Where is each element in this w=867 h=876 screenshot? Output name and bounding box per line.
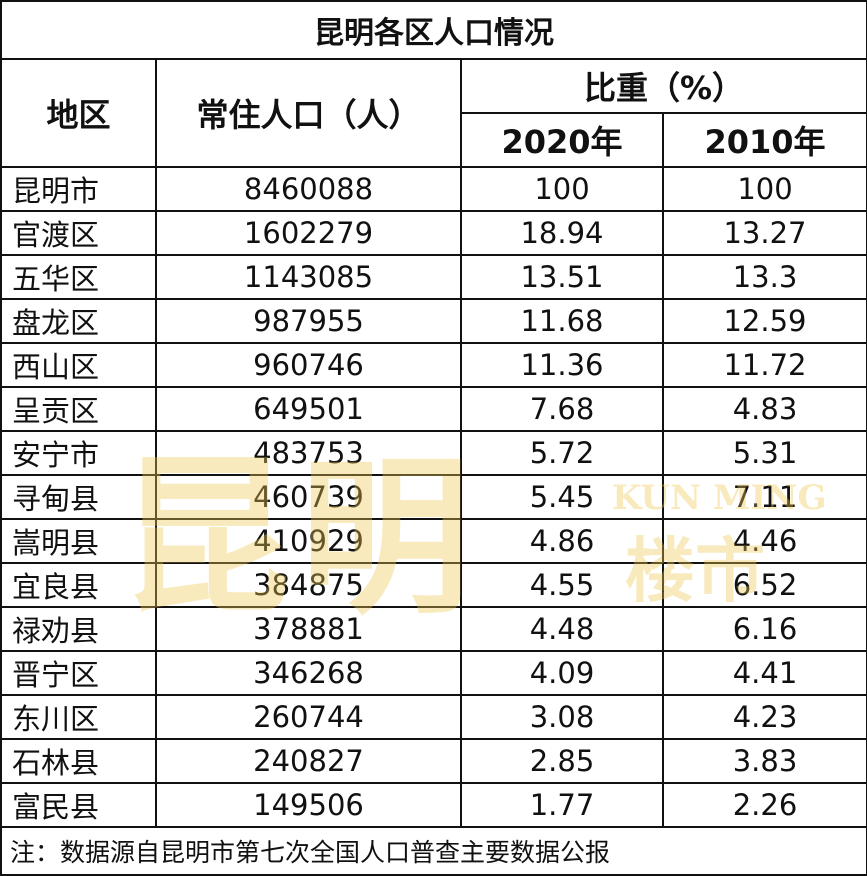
region-name: 官渡区 [0, 210, 157, 256]
table-title: 昆明各区人口情况 [0, 0, 867, 60]
share-2010: 100 [662, 166, 867, 212]
population: 649501 [155, 386, 462, 432]
share-2020: 18.94 [460, 210, 664, 256]
region-name: 富民县 [0, 782, 157, 828]
footnote: 注：数据源自昆明市第七次全国人口普查主要数据公报 [0, 826, 867, 876]
share-2010: 3.83 [662, 738, 867, 784]
share-2020: 11.68 [460, 298, 664, 344]
region-name: 禄劝县 [0, 606, 157, 652]
data-row: 嵩明县 410929 4.86 4.46 [0, 518, 867, 564]
data-row: 安宁市 483753 5.72 5.31 [0, 430, 867, 476]
header-row: 地区 常住人口（人） 比重（%） [0, 58, 867, 168]
share-2020: 13.51 [460, 254, 664, 300]
share-2020: 3.08 [460, 694, 664, 740]
share-2010: 4.41 [662, 650, 867, 696]
region-name: 安宁市 [0, 430, 157, 476]
data-row: 东川区 260744 3.08 4.23 [0, 694, 867, 740]
region-name: 寻甸县 [0, 474, 157, 520]
header-row: 2020年 2010年 [1, 112, 867, 168]
population: 8460088 [155, 166, 462, 212]
header-year: 2010年 [662, 112, 867, 168]
region-name: 嵩明县 [0, 518, 157, 564]
share-2020: 4.09 [460, 650, 664, 696]
footnote-row: 注：数据源自昆明市第七次全国人口普查主要数据公报 [0, 826, 867, 876]
share-2020: 4.55 [460, 562, 664, 608]
data-row: 石林县 240827 2.85 3.83 [0, 738, 867, 784]
data-row: 官渡区 1602279 18.94 13.27 [0, 210, 867, 256]
data-row: 晋宁区 346268 4.09 4.41 [0, 650, 867, 696]
data-row: 富民县 149506 1.77 2.26 [0, 782, 867, 828]
population: 378881 [155, 606, 462, 652]
data-row: 寻甸县 460739 5.45 7.11 [0, 474, 867, 520]
share-2020: 2.85 [460, 738, 664, 784]
population: 149506 [155, 782, 462, 828]
header-share: 比重（%） [460, 58, 867, 114]
region-name: 西山区 [0, 342, 157, 388]
share-2010: 4.46 [662, 518, 867, 564]
region-name: 晋宁区 [0, 650, 157, 696]
population: 384875 [155, 562, 462, 608]
header-year: 2020年 [460, 112, 664, 168]
header-population: 常住人口（人） [155, 58, 462, 168]
region-name: 呈贡区 [0, 386, 157, 432]
data-row: 禄劝县 378881 4.48 6.16 [0, 606, 867, 652]
region-name: 盘龙区 [0, 298, 157, 344]
share-2010: 2.26 [662, 782, 867, 828]
share-2010: 6.16 [662, 606, 867, 652]
region-name: 昆明市 [0, 166, 157, 212]
population: 410929 [155, 518, 462, 564]
share-2010: 6.52 [662, 562, 867, 608]
region-name: 东川区 [0, 694, 157, 740]
share-2020: 4.86 [460, 518, 664, 564]
population: 1143085 [155, 254, 462, 300]
share-2010: 5.31 [662, 430, 867, 476]
header-region: 地区 [0, 58, 157, 168]
share-2010: 7.11 [662, 474, 867, 520]
data-row: 宜良县 384875 4.55 6.52 [0, 562, 867, 608]
population: 483753 [155, 430, 462, 476]
population: 1602279 [155, 210, 462, 256]
data-row: 盘龙区 987955 11.68 12.59 [0, 298, 867, 344]
region-name: 五华区 [0, 254, 157, 300]
population: 240827 [155, 738, 462, 784]
region-name: 石林县 [0, 738, 157, 784]
share-2010: 4.83 [662, 386, 867, 432]
share-2010: 4.23 [662, 694, 867, 740]
population: 460739 [155, 474, 462, 520]
share-2020: 7.68 [460, 386, 664, 432]
share-2010: 11.72 [662, 342, 867, 388]
share-2020: 1.77 [460, 782, 664, 828]
share-2020: 11.36 [460, 342, 664, 388]
data-row: 西山区 960746 11.36 11.72 [0, 342, 867, 388]
data-row: 昆明市 8460088 100 100 [0, 166, 867, 212]
share-2010: 12.59 [662, 298, 867, 344]
population: 987955 [155, 298, 462, 344]
share-2020: 5.45 [460, 474, 664, 520]
share-2020: 4.48 [460, 606, 664, 652]
population: 260744 [155, 694, 462, 740]
share-2010: 13.27 [662, 210, 867, 256]
population: 960746 [155, 342, 462, 388]
title-row: 昆明各区人口情况 [0, 0, 867, 60]
data-row: 呈贡区 649501 7.68 4.83 [0, 386, 867, 432]
share-2010: 13.3 [662, 254, 867, 300]
region-name: 宜良县 [0, 562, 157, 608]
share-2020: 5.72 [460, 430, 664, 476]
population: 346268 [155, 650, 462, 696]
data-row: 五华区 1143085 13.51 13.3 [0, 254, 867, 300]
share-2020: 100 [460, 166, 664, 212]
